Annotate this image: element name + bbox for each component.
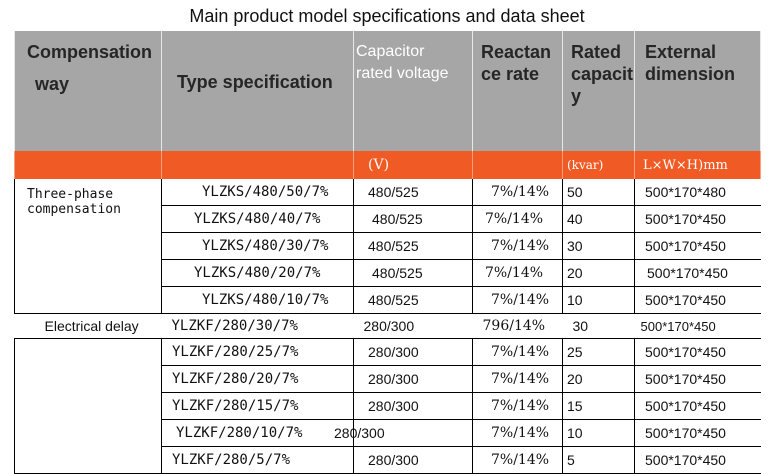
header-row: Compensation way Type specification Capa… bbox=[14, 31, 761, 151]
cell-dimension: 500*170*450 bbox=[634, 259, 761, 287]
cell-voltage: 480/525 bbox=[353, 286, 473, 314]
cell-dimension: 500*170*480 bbox=[634, 179, 761, 206]
cell-reactance: 7%/14% bbox=[472, 259, 563, 287]
cell-voltage: 280/300 bbox=[363, 318, 415, 334]
cell-capacity: 10 bbox=[562, 419, 635, 447]
table-row: YLZKF/280/15/7% 280/300 7%/14% 15 500*17… bbox=[15, 392, 761, 420]
cell-voltage: 480/525 bbox=[353, 205, 473, 233]
cell-reactance: 7%/14% bbox=[472, 365, 563, 393]
cell-type: YLZKS/480/10/7% bbox=[161, 286, 354, 314]
header-compensation-way: Compensation way bbox=[14, 31, 162, 151]
table-row: YLZKF/280/10/7% 280/300 7%/14% 10 500*17… bbox=[15, 419, 761, 447]
unit-dimension: L×W×H)mm bbox=[634, 151, 761, 179]
cell-voltage: 480/525 bbox=[353, 259, 473, 287]
cell-reactance: 7%/14% bbox=[472, 286, 563, 314]
cell-reactance: 7%/14% bbox=[472, 179, 563, 206]
cell-type: YLZKS/480/40/7% bbox=[161, 205, 354, 233]
page-title: Main product model specifications and da… bbox=[189, 6, 585, 26]
cell-capacity: 25 bbox=[562, 338, 635, 366]
cell-type: YLZKS/480/30/7% bbox=[161, 232, 354, 260]
cell-type: YLZKF/280/5/7% bbox=[161, 446, 354, 474]
table-row: YLZKS/480/40/7% 480/525 7%/14% 40 500*17… bbox=[15, 205, 761, 233]
units-row: (V) (kvar) L×W×H)mm bbox=[14, 151, 761, 179]
spec-table: Compensation way Type specification Capa… bbox=[14, 31, 761, 474]
cell-voltage: 480/525 bbox=[353, 179, 473, 206]
header-rated-capacity: Rated capacit y bbox=[562, 31, 635, 151]
table-row: Three-phase compensation YLZKS/480/50/7%… bbox=[14, 179, 761, 314]
cell-capacity: 30 bbox=[572, 318, 589, 334]
cell-capacity: 20 bbox=[562, 259, 635, 287]
header-reactance-rate: Reactan ce rate bbox=[472, 31, 563, 151]
cell-type: YLZKS/480/20/7% bbox=[161, 259, 354, 287]
cell-reactance: 7%/14% bbox=[472, 205, 563, 233]
table-row: YLZKS/480/10/7% 480/525 7%/14% 10 500*17… bbox=[15, 286, 761, 314]
cell-capacity: 30 bbox=[562, 232, 635, 260]
cell-capacity: 50 bbox=[562, 179, 635, 206]
cell-dimension: 500*170*450 bbox=[634, 392, 761, 420]
table-row: YLZKF/280/20/7% 280/300 7%/14% 20 500*17… bbox=[15, 365, 761, 393]
table-row: YLZKF/280/25/7% 280/300 7%/14% 25 500*17… bbox=[14, 338, 761, 474]
cell-reactance: 7%/14% bbox=[472, 392, 563, 420]
cell-type: YLZKS/480/50/7% bbox=[161, 179, 354, 206]
cell-dimension: 500*170*450 bbox=[634, 365, 761, 393]
header-external-dimension: External dimension bbox=[634, 31, 761, 151]
group-electrical-delay: Electrical delay bbox=[44, 318, 139, 334]
cell-reactance: 796/14% bbox=[482, 318, 546, 334]
cell-dimension: 500*170*450 bbox=[640, 318, 716, 334]
cell-type: YLZKF/280/15/7% bbox=[161, 392, 354, 420]
cell-type: YLZKF/280/10/7% bbox=[161, 419, 354, 447]
cell-type: YLZKF/280/25/7% bbox=[161, 338, 354, 366]
table-row-delay-header: Electrical delay YLZKF/280/30/7% 280/300… bbox=[15, 314, 761, 339]
cell-type: YLZKF/280/30/7% bbox=[171, 318, 298, 334]
cell-capacity: 40 bbox=[562, 205, 635, 233]
cell-voltage: 480/525 bbox=[353, 232, 473, 260]
header-type-specification: Type specification bbox=[161, 31, 354, 151]
unit-capacity: (kvar) bbox=[562, 151, 635, 179]
group-three-phase: Three-phase compensation bbox=[14, 179, 162, 314]
cell-voltage: 280/300 bbox=[353, 446, 473, 474]
cell-reactance: 7%/14% bbox=[472, 338, 563, 366]
cell-capacity: 10 bbox=[562, 286, 635, 314]
cell-reactance: 7%/14% bbox=[472, 446, 563, 474]
cell-dimension: 500*170*450 bbox=[634, 338, 761, 366]
cell-voltage: 280/300 bbox=[353, 392, 473, 420]
unit-voltage: (V) bbox=[353, 151, 473, 179]
cell-capacity: 5 bbox=[562, 446, 635, 474]
header-capacitor-voltage: Capacitor rated voltage bbox=[353, 31, 473, 151]
cell-voltage: 280/300 bbox=[353, 338, 473, 366]
cell-reactance: 7%/14% bbox=[472, 419, 563, 447]
cell-voltage: 280/300 bbox=[353, 365, 473, 393]
group-delay-cell bbox=[14, 338, 162, 474]
table-row: YLZKS/480/30/7% 480/525 7%/14% 30 500*17… bbox=[15, 232, 761, 260]
cell-dimension: 500*170*450 bbox=[634, 419, 761, 447]
cell-dimension: 500*170*450 bbox=[634, 286, 761, 314]
cell-dimension: 500*170*450 bbox=[634, 205, 761, 233]
cell-reactance: 7%/14% bbox=[472, 232, 563, 260]
cell-type: YLZKF/280/20/7% bbox=[161, 365, 354, 393]
cell-capacity: 20 bbox=[562, 365, 635, 393]
cell-capacity: 15 bbox=[562, 392, 635, 420]
table-row: YLZKS/480/20/7% 480/525 7%/14% 20 500*17… bbox=[15, 259, 761, 287]
cell-dimension: 500*170*450 bbox=[634, 446, 761, 474]
cell-dimension: 500*170*450 bbox=[634, 232, 761, 260]
cell-voltage: 280/300 bbox=[333, 419, 453, 447]
